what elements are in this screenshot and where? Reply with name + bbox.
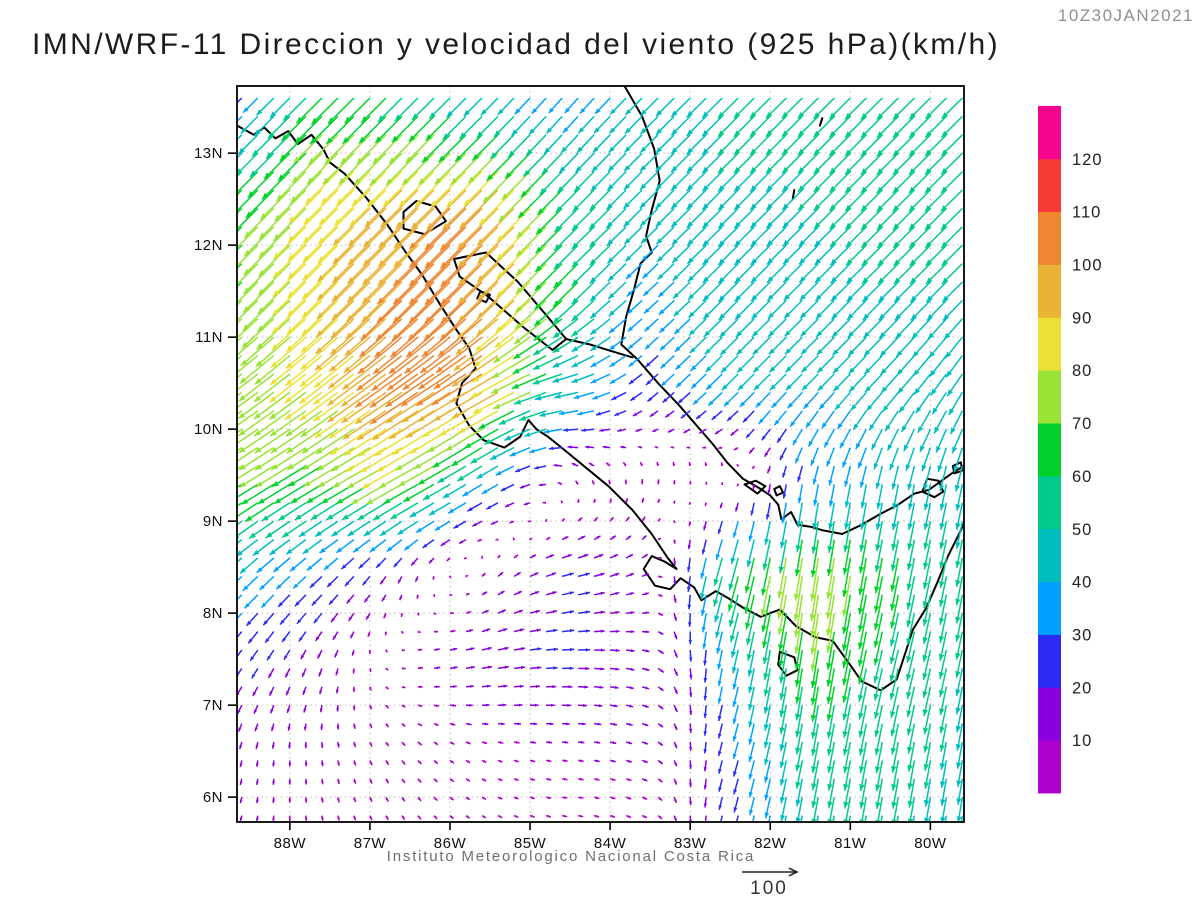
colorbar-segment: [1038, 423, 1061, 477]
colorbar-tick-label: 60: [1072, 468, 1092, 486]
coastline-path: [237, 124, 964, 692]
lon-tick-label: 82W: [754, 835, 787, 852]
colorbar-segment: [1038, 475, 1061, 530]
colorbar-segment: [1038, 317, 1061, 371]
colorbar-tick-label: 40: [1072, 574, 1092, 592]
coastline-path: [743, 479, 767, 495]
coastline-path: [565, 338, 634, 359]
colorbar-segment: [1038, 740, 1061, 794]
colorbar-tick-label: 110: [1072, 204, 1101, 222]
speed-colorbar: 10 20 30 40 50 60 70 80 90 100 110 120: [1038, 105, 1103, 794]
colorbar-tick-label: 70: [1072, 415, 1092, 433]
coastline-path: [773, 485, 785, 497]
colorbar-segment: [1038, 105, 1061, 160]
colorbar-tick-label: 90: [1072, 309, 1092, 327]
colorbar-segment: [1038, 528, 1061, 583]
colorbar-tick-label: 120: [1072, 151, 1103, 169]
colorbar-tick-label: 80: [1072, 362, 1092, 380]
lon-tick-label: 81W: [834, 835, 867, 852]
longitude-axis: 88W 87W 86W 85W 84W 83W 82W 81W 80W: [274, 823, 947, 852]
lon-tick-label: 85W: [514, 835, 547, 852]
colorbar-segment: [1038, 264, 1061, 318]
colorbar-tick-label: 100: [1072, 257, 1103, 275]
lon-tick-label: 87W: [354, 835, 387, 852]
colorbar-tick-label: 50: [1072, 521, 1092, 539]
colorbar-segment: [1038, 687, 1061, 741]
lat-tick-label: 6N: [203, 789, 223, 806]
coastline-path: [818, 117, 824, 127]
lat-tick-label: 9N: [203, 513, 223, 530]
chart-title: IMN/WRF-11 Direccion y velocidad del vie…: [32, 28, 1000, 61]
colorbar-segment: [1038, 581, 1061, 635]
lat-tick-label: 13N: [194, 145, 223, 162]
lon-tick-label: 80W: [914, 835, 947, 852]
colorbar-segment: [1038, 370, 1061, 424]
footer-credit: Instituto Meteorologico Nacional Costa R…: [386, 848, 756, 865]
lon-tick-label: 86W: [434, 835, 467, 852]
reference-arrow-label: 100: [750, 878, 788, 899]
lat-tick-label: 12N: [194, 237, 223, 254]
lon-tick-label: 84W: [594, 835, 627, 852]
colorbar-tick-label: 10: [1072, 732, 1092, 750]
colorbar-segment: [1038, 158, 1061, 213]
colorbar-segment: [1038, 211, 1061, 265]
lat-tick-label: 10N: [194, 421, 223, 438]
reference-arrow: 100: [742, 867, 799, 899]
wind-arrows: [237, 97, 964, 822]
lon-tick-label: 83W: [674, 835, 707, 852]
valid-time-label: 10Z30JAN2021: [1057, 6, 1194, 25]
colorbar-segment: [1038, 634, 1061, 688]
colorbar-tick-label: 20: [1072, 679, 1092, 697]
lat-tick-label: 8N: [203, 605, 223, 622]
latitude-axis: 13N 12N 11N 10N 9N 8N 7N 6N: [194, 145, 236, 806]
map-frame: [236, 85, 965, 823]
reference-arrow-shaft: [742, 867, 799, 877]
coastline-path: [777, 650, 799, 677]
coastline-path: [620, 86, 964, 535]
lat-tick-label: 7N: [203, 697, 223, 714]
coastline-path: [791, 189, 796, 201]
lon-tick-label: 88W: [274, 835, 307, 852]
colorbar-tick-label: 30: [1072, 627, 1092, 645]
lat-tick-label: 11N: [195, 329, 223, 346]
